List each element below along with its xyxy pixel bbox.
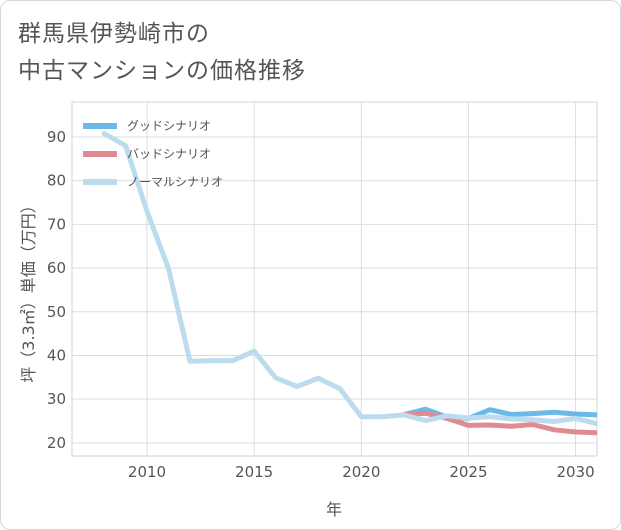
x-tick-label: 2030 [556,463,594,481]
y-tick-label: 40 [47,346,66,364]
chart-title: 群馬県伊勢崎市の 中古マンションの価格推移 [18,16,306,90]
series-lines [101,131,597,436]
good-scenario-line [401,406,597,421]
x-tick-label: 2010 [128,463,166,481]
y-tick-label: 70 [47,215,66,233]
normal-scenario-line [101,131,597,427]
x-tick-label: 2015 [235,463,273,481]
y-axis-ticks: 20 30 40 50 60 70 80 90 [47,128,66,452]
plot-area-frame [71,101,598,457]
x-tick-label: 2025 [449,463,487,481]
y-tick-label: 90 [47,128,66,146]
chart-title-line1: 群馬県伊勢崎市の [18,21,210,47]
legend-normal-scenario-label: ノーマルシナリオ [127,175,223,189]
y-axis-title: 坪（3.3㎡）単価（万円） [19,197,38,382]
x-tick-label: 2020 [342,463,380,481]
x-axis-ticks: 2010 2015 2020 2025 2030 [128,463,595,481]
y-tick-label: 80 [47,172,66,190]
grid-lines [72,102,597,456]
y-tick-label: 50 [47,303,66,321]
chart-title-line2: 中古マンションの価格推移 [18,58,306,84]
y-tick-label: 60 [47,259,66,277]
legend-bad-scenario-label: バッドシナリオ [127,147,211,161]
y-tick-label: 30 [47,390,66,408]
y-tick-label: 20 [47,434,66,452]
x-axis-title: 年 [326,500,342,519]
legend-good-scenario-label: グッドシナリオ [127,119,211,133]
